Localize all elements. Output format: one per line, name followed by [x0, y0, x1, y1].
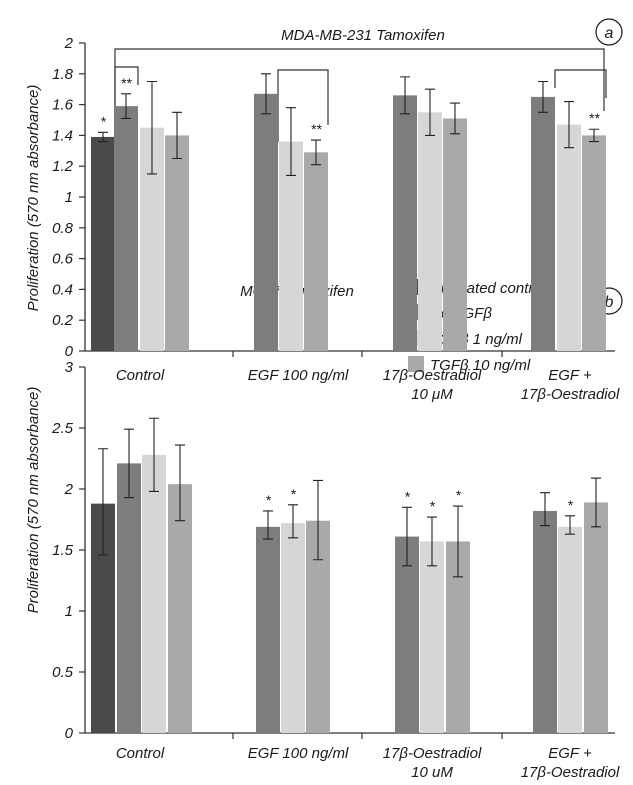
chart-b-bar — [533, 510, 557, 733]
chart-a-y-tick-label: 0.2 — [52, 312, 74, 329]
chart-b-error-bar — [565, 515, 575, 535]
chart-a-error-bar — [425, 88, 435, 136]
chart-a-category-label: Control — [116, 367, 165, 384]
chart-a-category-label: 17β-Oestradiol 10 μM — [383, 367, 482, 403]
chart-b-bar — [256, 526, 280, 733]
chart-a-bar — [254, 93, 278, 351]
chart-a-error-bar — [147, 80, 157, 175]
chart-b-panel-letter: b — [605, 294, 614, 311]
chart-b-bar — [117, 463, 141, 733]
chart-a-bar — [393, 95, 417, 351]
chart-b-error-bar — [263, 510, 273, 540]
chart-a-y-tick-label: 0.8 — [52, 220, 74, 237]
chart-a-comparison-bracket — [114, 66, 139, 124]
chart-a-error-bar — [450, 102, 460, 135]
chart-b-bar — [584, 502, 608, 733]
chart-a-category-label: EGF 100 ng/ml — [248, 367, 349, 384]
chart-a-bar — [279, 141, 303, 351]
chart-b-bar — [142, 454, 166, 733]
chart-a-significance-label: ** — [311, 121, 322, 137]
chart-a-y-tick-label: 1.4 — [52, 127, 73, 144]
chart-a-title: MDA-MB-231 Tamoxifen — [281, 27, 445, 44]
chart-b-error-bar — [540, 492, 550, 527]
chart-a-error-bar — [311, 139, 321, 166]
chart-a-significance-label: * — [100, 113, 106, 129]
chart-a-bar — [418, 112, 442, 351]
chart-a-error-bar — [286, 107, 296, 176]
chart-b-y-tick-label: 1.5 — [52, 542, 74, 559]
chart-a-bar — [582, 135, 606, 351]
chart-a-y-tick-label: 0 — [65, 343, 74, 360]
chart-a-error-bar — [400, 76, 410, 115]
chart-b-significance-label: * — [404, 488, 410, 504]
chart-a-panel-letter: a — [605, 25, 614, 42]
chart-a-bar — [165, 135, 189, 351]
chart-b-error-bar — [124, 428, 134, 499]
chart-a-y-tick-label: 1 — [65, 189, 73, 206]
chart-a-y-tick-label: 1.2 — [52, 158, 74, 175]
chart-a-significance-label: ** — [589, 110, 600, 126]
chart-b-category-label: 17β-Oestradiol 10 uM — [383, 745, 482, 781]
chart-a-panel-badge — [595, 18, 623, 46]
chart-b-bar — [395, 536, 419, 733]
chart-b-category-label: EGF 100 ng/ml — [248, 745, 349, 762]
chart-b-category-label: EGF +17β-Oestradiol — [521, 745, 620, 781]
chart-a-error-bar — [589, 128, 599, 143]
chart-a-error-bar — [538, 80, 548, 113]
chart-b-error-bar — [453, 505, 463, 578]
chart-b-error-bar — [402, 506, 412, 567]
chart-a-error-bar — [261, 73, 271, 115]
legend-swatch-tgfb-10 — [408, 356, 424, 372]
chart-b-y-tick-label: 0.5 — [52, 664, 74, 681]
chart-b-error-bar — [175, 444, 185, 522]
chart-a-y-tick-label: 0.4 — [52, 281, 73, 298]
chart-b-bar — [281, 523, 305, 733]
chart-b-category-label: Control — [116, 745, 165, 762]
chart-a-plot: 0 0.2 0.4 0.6 0.8 1 1.2 1.4 1.6 1.8 2 Control EGF 10… — [52, 35, 620, 403]
chart-a-ylabel: Proliferation (570 nm absorbance) — [25, 85, 42, 312]
chart-b-error-bar — [98, 448, 108, 556]
chart-b-error-bar — [313, 479, 323, 561]
chart-a-y-tick-label: 0.6 — [52, 251, 74, 268]
chart-b-significance-label: * — [567, 497, 573, 513]
chart-a-error-bar — [564, 100, 574, 149]
chart-a-bar — [531, 96, 555, 352]
chart-b-error-bar — [149, 417, 159, 492]
chart-a-bar — [304, 152, 328, 351]
chart-a-bar — [557, 124, 581, 352]
chart-a-y-tick-label: 1.8 — [52, 66, 74, 83]
chart-a-y-tick-label: 1.6 — [52, 97, 74, 114]
chart-b-significance-label: * — [429, 498, 435, 514]
chart-a-y-tick-label: 2 — [64, 35, 74, 52]
chart-b-y-tick-label: 3 — [65, 359, 74, 376]
chart-a-comparison-bracket — [114, 48, 605, 111]
chart-b-y-tick-label: 0 — [65, 725, 74, 742]
legend-label-tgfb-10: TGFβ 10 ng/ml — [430, 357, 531, 374]
chart-b-error-bar — [427, 516, 437, 567]
chart-b-bar — [168, 484, 192, 733]
chart-b-significance-label: * — [265, 492, 271, 508]
chart-b-significance-label: * — [290, 486, 296, 502]
chart-b-bar — [420, 541, 444, 733]
chart-b-y-tick-label: 2 — [64, 481, 74, 498]
chart-b-plot: 0 0.5 1 1.5 2 2.5 3 Control EGF 100 ng/ml 17β-Oes… — [51, 359, 620, 781]
chart-a-error-bar — [98, 131, 108, 143]
chart-a-error-bar — [121, 93, 131, 120]
chart-b-y-tick-label: 2.5 — [51, 420, 74, 437]
chart-a-significance-label: ** — [121, 75, 132, 91]
chart-a-error-bar — [172, 111, 182, 160]
chart-b-y-tick-label: 1 — [65, 603, 73, 620]
chart-b-error-bar — [288, 504, 298, 539]
chart-a-comparison-bracket — [554, 69, 607, 98]
chart-b-ylabel: Proliferation (570 nm absorbance) — [25, 387, 42, 614]
chart-a-bar — [91, 136, 115, 351]
chart-b-significance-label: * — [455, 487, 461, 503]
chart-a-bar — [114, 106, 138, 351]
chart-b-bar — [558, 526, 582, 733]
chart-a-category-label: EGF +17β-Oestradiol — [521, 367, 620, 403]
chart-b-error-bar — [591, 477, 601, 528]
chart-a-bar — [443, 118, 467, 352]
